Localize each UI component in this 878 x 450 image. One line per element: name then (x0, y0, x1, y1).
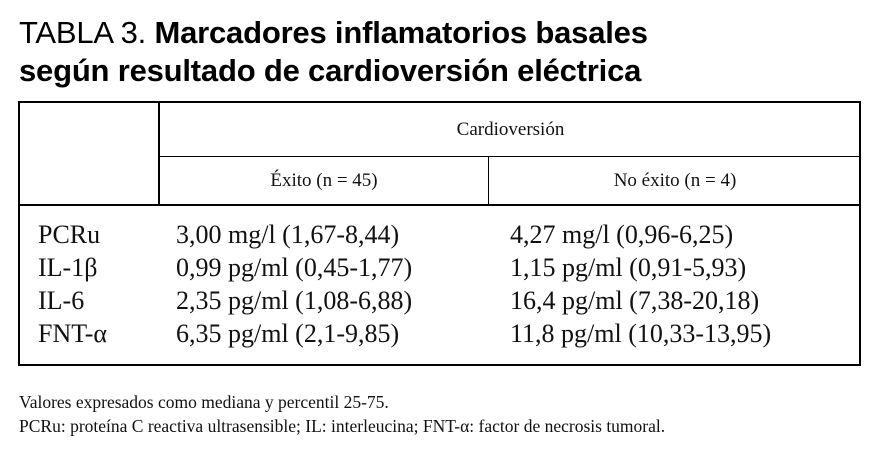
title-line-1: TABLA 3. Marcadores inflamatorios basale… (19, 14, 648, 52)
row-label: PCRu (38, 220, 101, 249)
column-header-success: Éxito (n = 45) (270, 170, 378, 191)
title-text-line-2: según resultado de cardioversión eléctri… (19, 53, 642, 88)
cell-success: 0,99 pg/ml (0,45-1,77) (176, 253, 413, 282)
table-divider-header-bottom (20, 204, 859, 206)
group-header-cardioversion: Cardioversión (456, 119, 565, 140)
table-divider-header-mid (158, 156, 861, 157)
title-prefix: TABLA 3. (19, 15, 147, 50)
table-row: IL-6 2,35 pg/ml (1,08-6,88) 16,4 pg/ml (… (20, 284, 859, 317)
column-header-no-success: No éxito (n = 4) (613, 170, 737, 191)
data-table: Cardioversión Éxito (n = 45) No éxito (n… (18, 101, 861, 366)
cell-success: 6,35 pg/ml (2,1-9,85) (176, 319, 400, 348)
table-divider-vertical (158, 103, 160, 206)
row-label: IL-1β (38, 253, 98, 282)
table-row: IL-1β 0,99 pg/ml (0,45-1,77) 1,15 pg/ml … (20, 251, 859, 284)
table-title: TABLA 3. Marcadores inflamatorios basale… (19, 14, 648, 90)
cell-success: 2,35 pg/ml (1,08-6,88) (176, 286, 413, 315)
table-body: PCRu 3,00 mg/l (1,67-8,44) 4,27 mg/l (0,… (20, 218, 859, 350)
cell-no-success: 1,15 pg/ml (0,91-5,93) (510, 253, 747, 282)
title-text-line-1: Marcadores inflamatorios basales (154, 15, 648, 50)
cell-no-success: 4,27 mg/l (0,96-6,25) (510, 220, 734, 249)
row-label: FNT-α (38, 319, 108, 348)
table-divider-columns (488, 156, 489, 206)
cell-no-success: 16,4 pg/ml (7,38-20,18) (510, 286, 760, 315)
cell-no-success: 11,8 pg/ml (10,33-13,95) (510, 319, 772, 348)
table-row: FNT-α 6,35 pg/ml (2,1-9,85) 11,8 pg/ml (… (20, 317, 859, 350)
row-label: IL-6 (38, 286, 85, 315)
footnote-abbreviations: PCRu: proteína C reactiva ultrasensible;… (19, 416, 666, 436)
table-row: PCRu 3,00 mg/l (1,67-8,44) 4,27 mg/l (0,… (20, 218, 859, 251)
footnote-values: Valores expresados como mediana y percen… (19, 392, 389, 412)
cell-success: 3,00 mg/l (1,67-8,44) (176, 220, 400, 249)
